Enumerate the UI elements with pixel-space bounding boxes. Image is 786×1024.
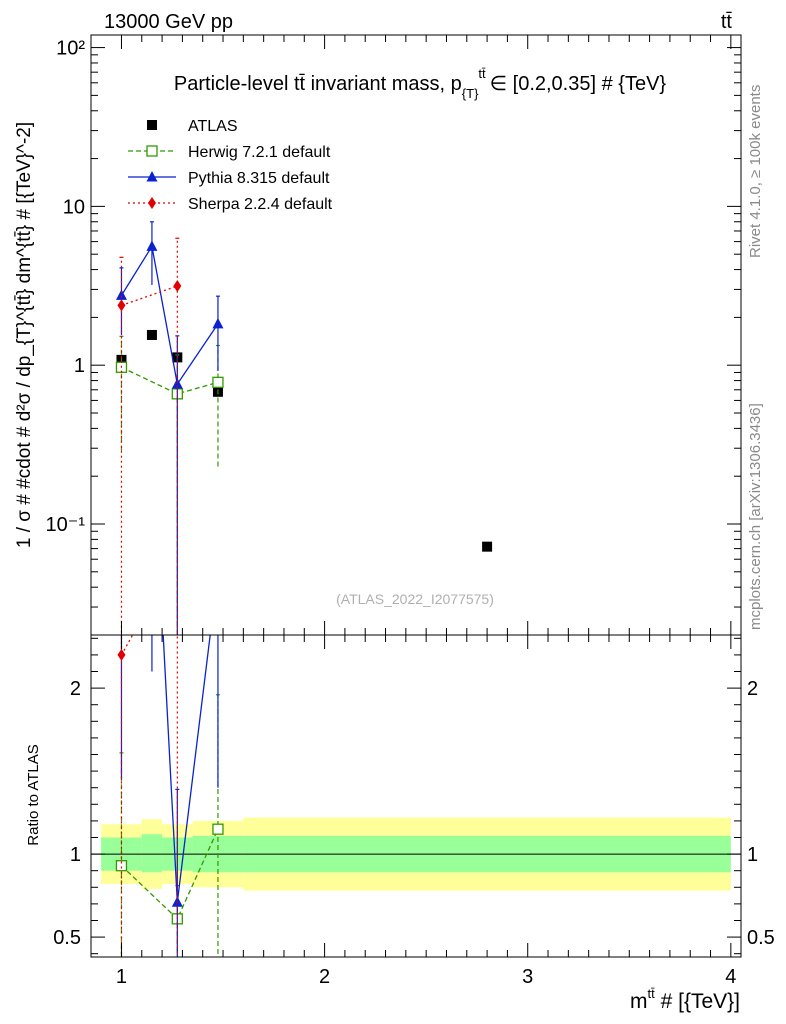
legend-label: Herwig 7.2.1 default <box>188 144 331 161</box>
sherpa-line <box>121 285 178 307</box>
ratio-y-tick-label-right: 2 <box>747 678 758 700</box>
pythia-line <box>162 635 211 903</box>
legend-marker-pythia <box>146 171 158 182</box>
x-tick-label: 1 <box>116 966 127 988</box>
pythia-point <box>212 317 224 329</box>
header-process-label: tt̄ <box>721 11 733 33</box>
herwig-point <box>115 860 128 872</box>
y-tick-label: 1 <box>74 355 85 377</box>
ratio-series-layer <box>115 417 224 957</box>
main-panel: 10⁻¹ 1 10 10² Particle-level tt̄ invariant … <box>14 34 742 636</box>
x-tick-label: 2 <box>319 966 330 988</box>
sherpa-series <box>117 635 178 957</box>
legend-item-pythia: Pythia 8.315 default <box>128 170 330 187</box>
pythia-point <box>146 240 158 251</box>
pythia-point <box>146 417 157 428</box>
main-title: Particle-level tt̄ invariant mass, p{T}t… <box>174 66 667 101</box>
x-axis-label: mtt̄ # [{TeV}] <box>630 986 740 1013</box>
sherpa-point <box>117 648 126 661</box>
pythia-point <box>171 378 183 389</box>
legend-item-atlas: ATLAS <box>147 118 238 135</box>
x-tick-label: 3 <box>522 966 533 988</box>
header-energy-label: 13000 GeV pp <box>104 11 233 33</box>
ratio-y-tick-label-right: 1 <box>747 844 758 866</box>
legend-label: Pythia 8.315 default <box>188 170 330 187</box>
legend-item-sherpa: Sherpa 2.2.4 default <box>128 196 333 213</box>
atlas-series <box>116 329 493 552</box>
atlas-point <box>146 329 157 340</box>
main-y-axis: 10⁻¹ 1 10 10² <box>46 38 741 636</box>
pythia-line <box>120 244 219 386</box>
ratio-y-axis-label: Ratio to ATLAS <box>25 744 42 845</box>
ratio-y-tick-label-left: 0.5 <box>53 927 81 949</box>
legend-label: ATLAS <box>188 118 238 135</box>
herwig-series <box>115 335 224 635</box>
pythia-point <box>212 566 223 577</box>
legend-marker-atlas <box>147 120 157 130</box>
legend: ATLAS Herwig 7.2.1 default Pythia 8.315 de… <box>128 118 333 213</box>
main-series-layer <box>115 221 493 635</box>
y-tick-label: 10⁻¹ <box>46 514 86 536</box>
y-tick-label: 10² <box>56 38 85 60</box>
x-axis: 1 2 3 4 <box>116 635 736 988</box>
ratio-y-tick-label-left: 1 <box>70 844 81 866</box>
sherpa-series <box>117 237 182 635</box>
x-tick-label: 4 <box>725 966 736 988</box>
atlas-point <box>482 541 493 552</box>
analysis-watermark: (ATLAS_2022_I2077575) <box>336 591 494 607</box>
main-y-axis-label: 1 / σ # #cdot # d²σ / dp_{T}^{tt̄} dm^{t… <box>14 122 35 548</box>
legend-item-herwig: Herwig 7.2.1 default <box>128 144 331 161</box>
legend-marker-sherpa <box>148 197 156 209</box>
pythia-point <box>171 896 183 907</box>
herwig-point <box>212 376 224 388</box>
herwig-point <box>212 823 224 835</box>
ratio-y-axis: 0.5 0.5 1 1 2 2 <box>53 637 775 955</box>
mcplots-reference-label: mcplots.cern.ch [arXiv:1306.3436] <box>747 403 764 630</box>
sherpa-point <box>173 280 182 293</box>
pythia-series <box>115 221 224 635</box>
ratio-y-tick-label-right: 0.5 <box>747 927 775 949</box>
ratio-y-tick-label-left: 2 <box>70 678 81 700</box>
legend-marker-herwig <box>146 145 158 157</box>
ratio-frame <box>90 634 742 958</box>
ratio-panel: 0.5 0.5 1 1 2 2 1 2 3 4 Ratio to ATLAS mtt̄ # [{… <box>25 417 775 1013</box>
y-tick-label: 10 <box>63 196 85 218</box>
pythia-point <box>115 289 127 300</box>
sherpa-line <box>120 635 134 656</box>
herwig-line <box>121 366 219 395</box>
stat-uncertainty-band <box>141 834 163 873</box>
legend-label: Sherpa 2.2.4 default <box>188 196 333 213</box>
herwig-line <box>121 828 219 920</box>
main-x-axis-ticks <box>120 35 732 635</box>
sherpa-point <box>117 299 126 312</box>
rivet-version-label: Rivet 4.1.0, ≥ 100k events <box>747 85 764 258</box>
